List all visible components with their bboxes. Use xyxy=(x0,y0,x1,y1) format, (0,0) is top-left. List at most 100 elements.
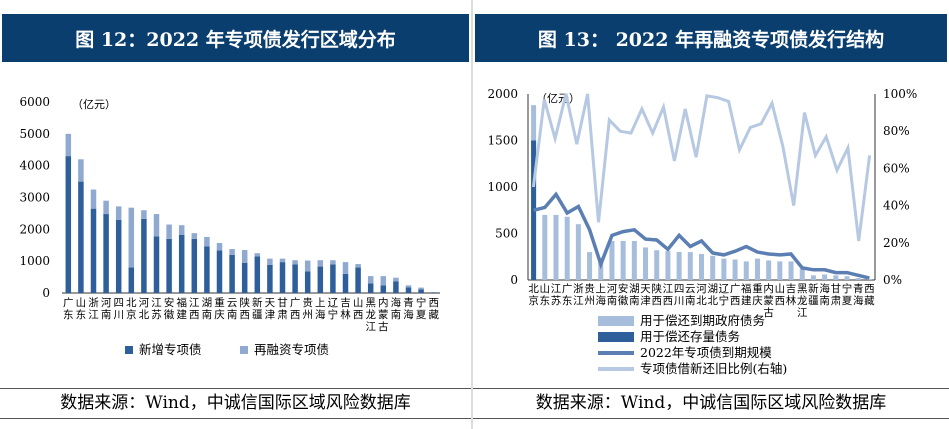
bar xyxy=(381,276,387,285)
bar xyxy=(643,247,648,280)
x-tick-label: 江 xyxy=(189,297,200,309)
x-tick-label: 辽 xyxy=(328,297,339,309)
x-tick-label: 西 xyxy=(663,295,674,307)
x-tick-label: 重 xyxy=(752,282,763,295)
bar xyxy=(406,285,412,287)
x-tick-label: 江 xyxy=(663,283,674,295)
x-tick-label: 庆 xyxy=(752,294,763,307)
divider xyxy=(473,388,949,389)
x-tick-label: 江 xyxy=(365,321,376,333)
bar xyxy=(343,262,349,274)
bar xyxy=(166,225,172,239)
bar xyxy=(677,252,682,280)
bar xyxy=(78,182,84,293)
bar xyxy=(129,268,135,293)
legend-swatch xyxy=(598,332,634,342)
bar xyxy=(192,233,198,239)
x-tick-label: 浙 xyxy=(573,283,584,295)
bar xyxy=(141,210,147,219)
bar xyxy=(292,260,298,264)
bar xyxy=(166,239,172,293)
bar xyxy=(418,289,424,293)
bar xyxy=(154,236,160,293)
chart-title: 图 12：2022 年专项债发行区域分布 xyxy=(2,14,469,62)
bar xyxy=(116,206,122,219)
left-panel: 图 12：2022 年专项债发行区域分布 0 1000 2000 3000 4000 50… xyxy=(0,0,471,429)
x-tick-label: 东 xyxy=(76,308,87,321)
legend-label: 专项债借新还旧比例(右轴) xyxy=(640,361,787,376)
y-tick-label: 0 xyxy=(42,286,50,300)
bar xyxy=(665,251,670,280)
bar xyxy=(542,215,547,280)
bar xyxy=(255,256,260,293)
x-tick-label: 京 xyxy=(126,308,137,321)
legend-label: 新增专项债 xyxy=(139,342,202,357)
x-tick-label: 蒙 xyxy=(378,308,389,321)
bar xyxy=(777,261,782,280)
x-tick-label: 江 xyxy=(551,283,562,295)
x-tick-label: 海 xyxy=(819,282,830,295)
x-tick-label: 云 xyxy=(227,297,238,309)
chart-title: 图 13： 2022 年再融资专项债发行结构 xyxy=(475,14,947,62)
bar xyxy=(292,264,298,293)
bar xyxy=(621,241,626,280)
bar xyxy=(744,261,749,280)
x-tick-label: 川 xyxy=(674,295,685,307)
bar xyxy=(368,283,374,293)
x-tick-label: 西 xyxy=(864,283,875,295)
bar xyxy=(318,267,324,293)
bar xyxy=(565,217,570,280)
x-tick-label: 河 xyxy=(139,297,150,309)
bar xyxy=(789,261,794,280)
x-tick-label: 东 xyxy=(540,294,551,307)
y2-tick-label: 0% xyxy=(883,273,902,287)
x-tick-label: 庆 xyxy=(214,308,225,321)
x-tick-label: 津 xyxy=(265,309,276,321)
bar xyxy=(800,269,805,280)
bar xyxy=(845,276,850,280)
x-tick-label: 南 xyxy=(202,308,213,321)
y-tick-label: 4000 xyxy=(19,159,50,173)
bar xyxy=(78,159,84,181)
x-tick-label: 南 xyxy=(607,294,618,307)
y-tick-label: 500 xyxy=(495,227,518,241)
bar xyxy=(418,288,424,290)
x-tick-label: 建 xyxy=(176,308,187,321)
x-tick-label: 江 xyxy=(797,307,808,319)
x-tick-label: 河 xyxy=(101,297,112,309)
bar xyxy=(431,292,437,293)
x-tick-label: 林 xyxy=(786,294,797,307)
x-tick-label: 疆 xyxy=(808,295,819,307)
x-tick-label: 州 xyxy=(302,309,313,321)
bar xyxy=(103,214,109,293)
x-tick-label: 西 xyxy=(730,295,741,307)
bar xyxy=(129,208,135,268)
x-tick-label: 西 xyxy=(428,297,439,309)
bar xyxy=(587,252,592,280)
divider xyxy=(0,388,471,389)
legend-label: 2022年专项债到期规模 xyxy=(640,345,772,360)
x-tick-label: 上 xyxy=(596,283,607,295)
combo-chart-right: 05001000150020000%20%40%60%80%100%（亿元）北京… xyxy=(473,80,949,385)
bar xyxy=(91,209,97,293)
x-tick-label: 浙 xyxy=(88,297,99,309)
bar xyxy=(280,259,286,263)
y-tick-label: 1000 xyxy=(487,180,518,194)
bar xyxy=(179,225,185,235)
bar xyxy=(609,241,614,280)
x-tick-label: 新 xyxy=(252,296,263,309)
x-tick-label: 藏 xyxy=(864,295,875,307)
bar xyxy=(66,134,72,156)
x-tick-label: 西 xyxy=(651,295,662,307)
x-tick-label: 黑 xyxy=(797,283,808,295)
x-tick-label: 南 xyxy=(101,308,112,321)
bar xyxy=(755,259,760,280)
x-tick-label: 北 xyxy=(139,309,150,321)
x-tick-label: 甘 xyxy=(831,282,842,295)
x-tick-label: 西 xyxy=(239,309,250,321)
x-tick-label: 河 xyxy=(696,283,707,295)
bar xyxy=(355,264,361,268)
y-tick-label: 2000 xyxy=(19,222,50,236)
x-tick-label: 天 xyxy=(640,283,651,295)
x-tick-label: 肃 xyxy=(831,295,842,307)
